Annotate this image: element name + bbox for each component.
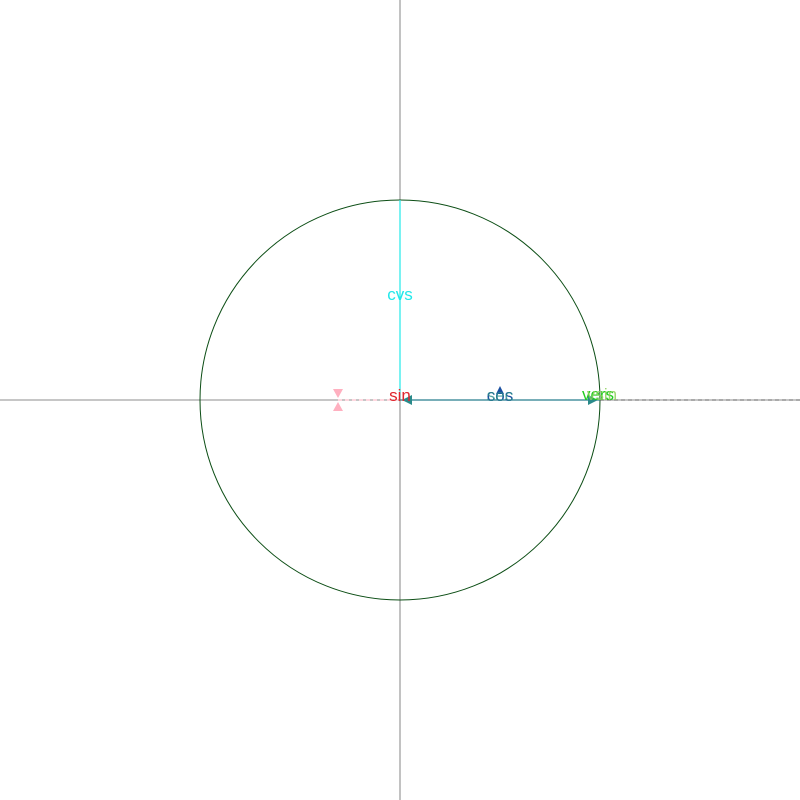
arrow-right-x1 (588, 395, 598, 405)
cos-label: cos (487, 386, 513, 405)
arrow-pink-down (333, 389, 343, 398)
arrow-left-origin (402, 395, 412, 405)
cvs-label: cvs (387, 285, 413, 304)
vers-label: vers (582, 385, 614, 404)
arrow-cos-up (496, 386, 504, 394)
sec-label: sec (487, 386, 514, 405)
vsin-label: vsin (587, 385, 617, 404)
sin-label: sin (389, 386, 411, 405)
arrow-pink-up (333, 402, 343, 411)
